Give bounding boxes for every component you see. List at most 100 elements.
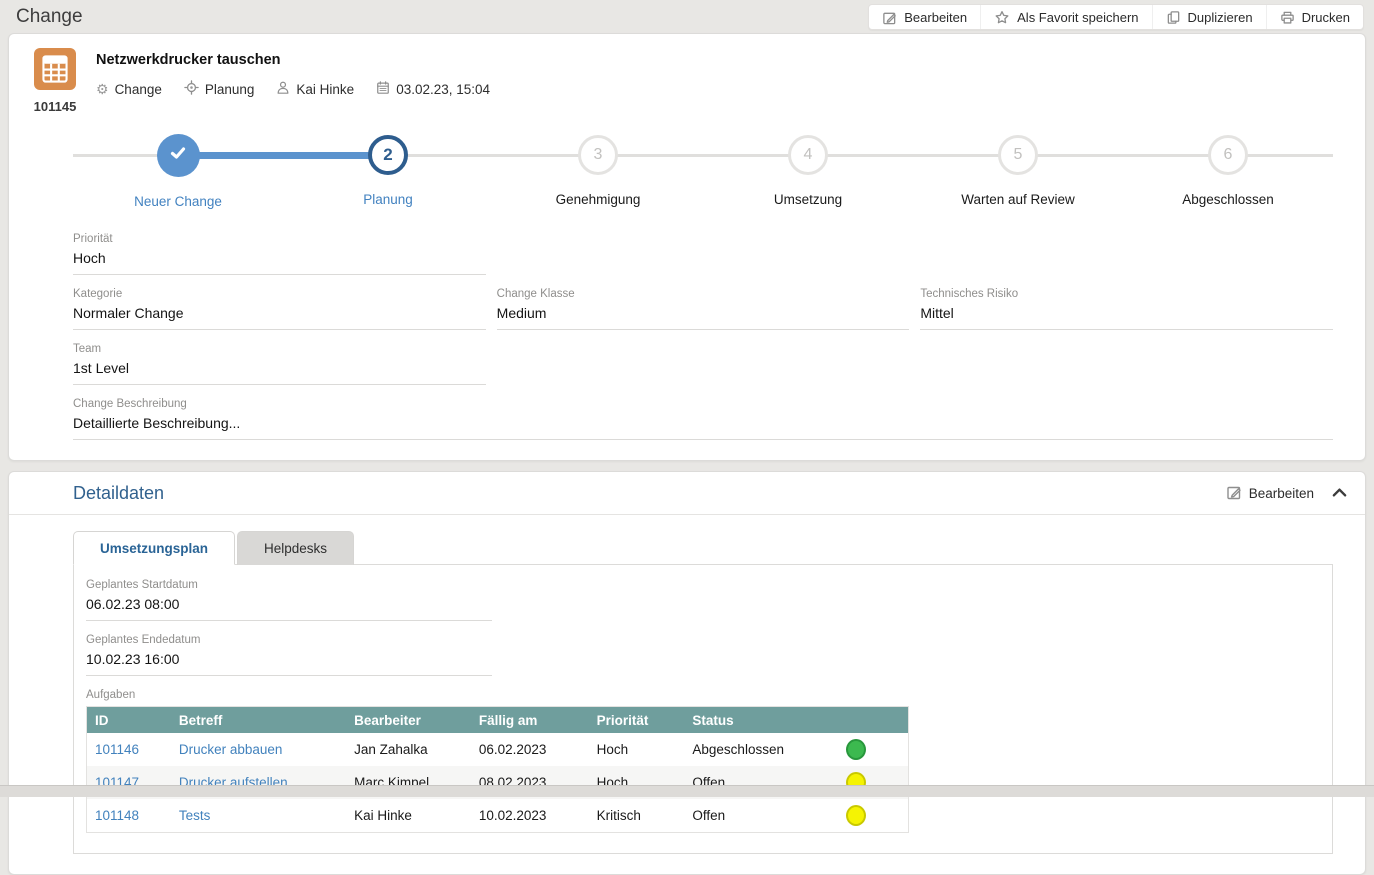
step-genehmigung[interactable]: 3 Genehmigung (493, 134, 703, 209)
task-status: Abgeschlossen (684, 733, 824, 766)
edit-icon (1226, 484, 1242, 503)
record-type: ⚙ Change (96, 82, 162, 97)
field-change-klasse-label: Change Klasse (497, 288, 910, 300)
record-header: 101145 Netzwerkdrucker tauschen ⚙ Change… (9, 48, 1365, 114)
step-4-label: Umsetzung (774, 192, 842, 207)
aufgaben-table: ID Betreff Bearbeiter Fällig am Prioritä… (86, 706, 909, 833)
change-form: Priorität Hoch Kategorie Normaler Change… (73, 233, 1333, 440)
detaildaten-title: Detaildaten (73, 483, 164, 504)
edit-button[interactable]: Bearbeiten (869, 5, 980, 29)
target-icon (184, 80, 199, 98)
record-datetime-label: 03.02.23, 15:04 (396, 82, 490, 97)
column-header-ampel (824, 707, 908, 733)
task-betreff-link[interactable]: Tests (179, 808, 211, 823)
record-id: 101145 (27, 99, 83, 114)
step-6-circle: 6 (1208, 135, 1248, 175)
column-header-id: ID (87, 707, 171, 733)
print-icon (1280, 10, 1295, 25)
field-change-klasse[interactable]: Change Klasse Medium (497, 288, 910, 330)
task-faellig-am: 10.02.2023 (471, 799, 589, 832)
step-5-label: Warten auf Review (961, 192, 1075, 207)
top-bar: Change Bearbeiten Als Favorit speichern … (0, 0, 1374, 33)
tab-helpdesks[interactable]: Helpdesks (237, 531, 354, 565)
umsetzungsplan-panel: Geplantes Startdatum 06.02.23 08:00 Gepl… (73, 564, 1333, 854)
step-warten-auf-review[interactable]: 5 Warten auf Review (913, 134, 1123, 209)
favorite-button[interactable]: Als Favorit speichern (980, 5, 1151, 29)
record-text-block: Netzwerkdrucker tauschen ⚙ Change Planun… (96, 48, 490, 114)
person-icon (276, 80, 290, 98)
task-id-link[interactable]: 101148 (95, 808, 139, 823)
print-button-label: Drucken (1302, 10, 1350, 25)
status-dot (846, 805, 866, 826)
record-title: Netzwerkdrucker tauschen (96, 52, 490, 68)
page-title: Change (16, 6, 83, 28)
field-kategorie-label: Kategorie (73, 288, 486, 300)
field-prioritaet-value: Hoch (73, 250, 486, 266)
duplicate-button[interactable]: Duplizieren (1152, 5, 1266, 29)
detail-edit-button[interactable]: Bearbeiten (1226, 484, 1314, 503)
column-header-status: Status (684, 707, 824, 733)
edit-icon (882, 10, 897, 25)
field-kategorie-value: Normaler Change (73, 305, 486, 321)
step-neuer-change[interactable]: Neuer Change (73, 134, 283, 209)
change-card: 101145 Netzwerkdrucker tauschen ⚙ Change… (8, 33, 1366, 461)
field-technisches-risiko[interactable]: Technisches Risiko Mittel (920, 288, 1333, 330)
step-1-label: Neuer Change (134, 194, 222, 209)
field-endedatum-label: Geplantes Endedatum (86, 634, 492, 646)
record-phase-label: Planung (205, 82, 255, 97)
step-3-circle: 3 (578, 135, 618, 175)
task-id-link[interactable]: 101146 (95, 742, 139, 757)
duplicate-button-label: Duplizieren (1188, 10, 1253, 25)
task-prioritaet: Kritisch (589, 799, 685, 832)
detail-edit-button-label: Bearbeiten (1249, 486, 1314, 501)
step-3-label: Genehmigung (556, 192, 641, 207)
print-button[interactable]: Drucken (1266, 5, 1363, 29)
task-status: Offen (684, 799, 824, 832)
field-technisches-risiko-label: Technisches Risiko (920, 288, 1333, 300)
field-startdatum-label: Geplantes Startdatum (86, 579, 492, 591)
record-meta: ⚙ Change Planung Kai Hinke 03.02.23, 15:… (96, 80, 490, 98)
field-kategorie[interactable]: Kategorie Normaler Change (73, 288, 486, 330)
field-prioritaet-label: Priorität (73, 233, 486, 245)
field-team[interactable]: Team 1st Level (73, 343, 486, 385)
chevron-up-icon (1332, 486, 1347, 501)
record-datetime: 03.02.23, 15:04 (376, 80, 490, 98)
detaildaten-header: Detaildaten Bearbeiten (9, 472, 1365, 515)
table-row: 101148 Tests Kai Hinke 10.02.2023 Kritis… (87, 799, 908, 832)
detaildaten-card: Detaildaten Bearbeiten Umsetzungsplan He… (8, 471, 1366, 875)
step-5-circle: 5 (998, 135, 1038, 175)
field-geplantes-startdatum[interactable]: Geplantes Startdatum 06.02.23 08:00 (86, 579, 492, 621)
table-row: 101146 Drucker abbauen Jan Zahalka 06.02… (87, 733, 908, 766)
calendar-icon (376, 80, 390, 98)
collapse-section-button[interactable] (1332, 486, 1347, 501)
step-planung[interactable]: 2 Planung (283, 134, 493, 209)
detail-tabs-zone: Umsetzungsplan Helpdesks Geplantes Start… (73, 531, 1333, 874)
field-startdatum-value: 06.02.23 08:00 (86, 596, 492, 612)
task-betreff-link[interactable]: Drucker abbauen (179, 742, 283, 757)
check-icon (168, 143, 188, 168)
column-header-faellig-am: Fällig am (471, 707, 589, 733)
column-header-bearbeiter: Bearbeiter (346, 707, 471, 733)
aufgaben-label: Aufgaben (86, 689, 1316, 701)
task-faellig-am: 06.02.2023 (471, 733, 589, 766)
status-dot (846, 739, 866, 760)
task-bearbeiter: Jan Zahalka (346, 733, 471, 766)
column-header-betreff: Betreff (171, 707, 346, 733)
field-technisches-risiko-value: Mittel (920, 305, 1333, 321)
step-abgeschlossen[interactable]: 6 Abgeschlossen (1123, 134, 1333, 209)
step-umsetzung[interactable]: 4 Umsetzung (703, 134, 913, 209)
field-change-klasse-value: Medium (497, 305, 910, 321)
gear-icon: ⚙ (96, 82, 109, 96)
record-owner-label: Kai Hinke (296, 82, 354, 97)
field-change-beschreibung-value: Detaillierte Beschreibung... (73, 415, 1333, 431)
field-endedatum-value: 10.02.23 16:00 (86, 651, 492, 667)
duplicate-icon (1166, 10, 1181, 25)
field-change-beschreibung[interactable]: Change Beschreibung Detaillierte Beschre… (73, 398, 1333, 440)
field-team-label: Team (73, 343, 486, 355)
field-geplantes-endedatum[interactable]: Geplantes Endedatum 10.02.23 16:00 (86, 634, 492, 676)
field-prioritaet[interactable]: Priorität Hoch (73, 233, 486, 275)
tab-umsetzungsplan[interactable]: Umsetzungsplan (73, 531, 235, 565)
record-type-label: Change (115, 82, 162, 97)
favorite-button-label: Als Favorit speichern (1017, 10, 1138, 25)
field-change-beschreibung-label: Change Beschreibung (73, 398, 1333, 410)
